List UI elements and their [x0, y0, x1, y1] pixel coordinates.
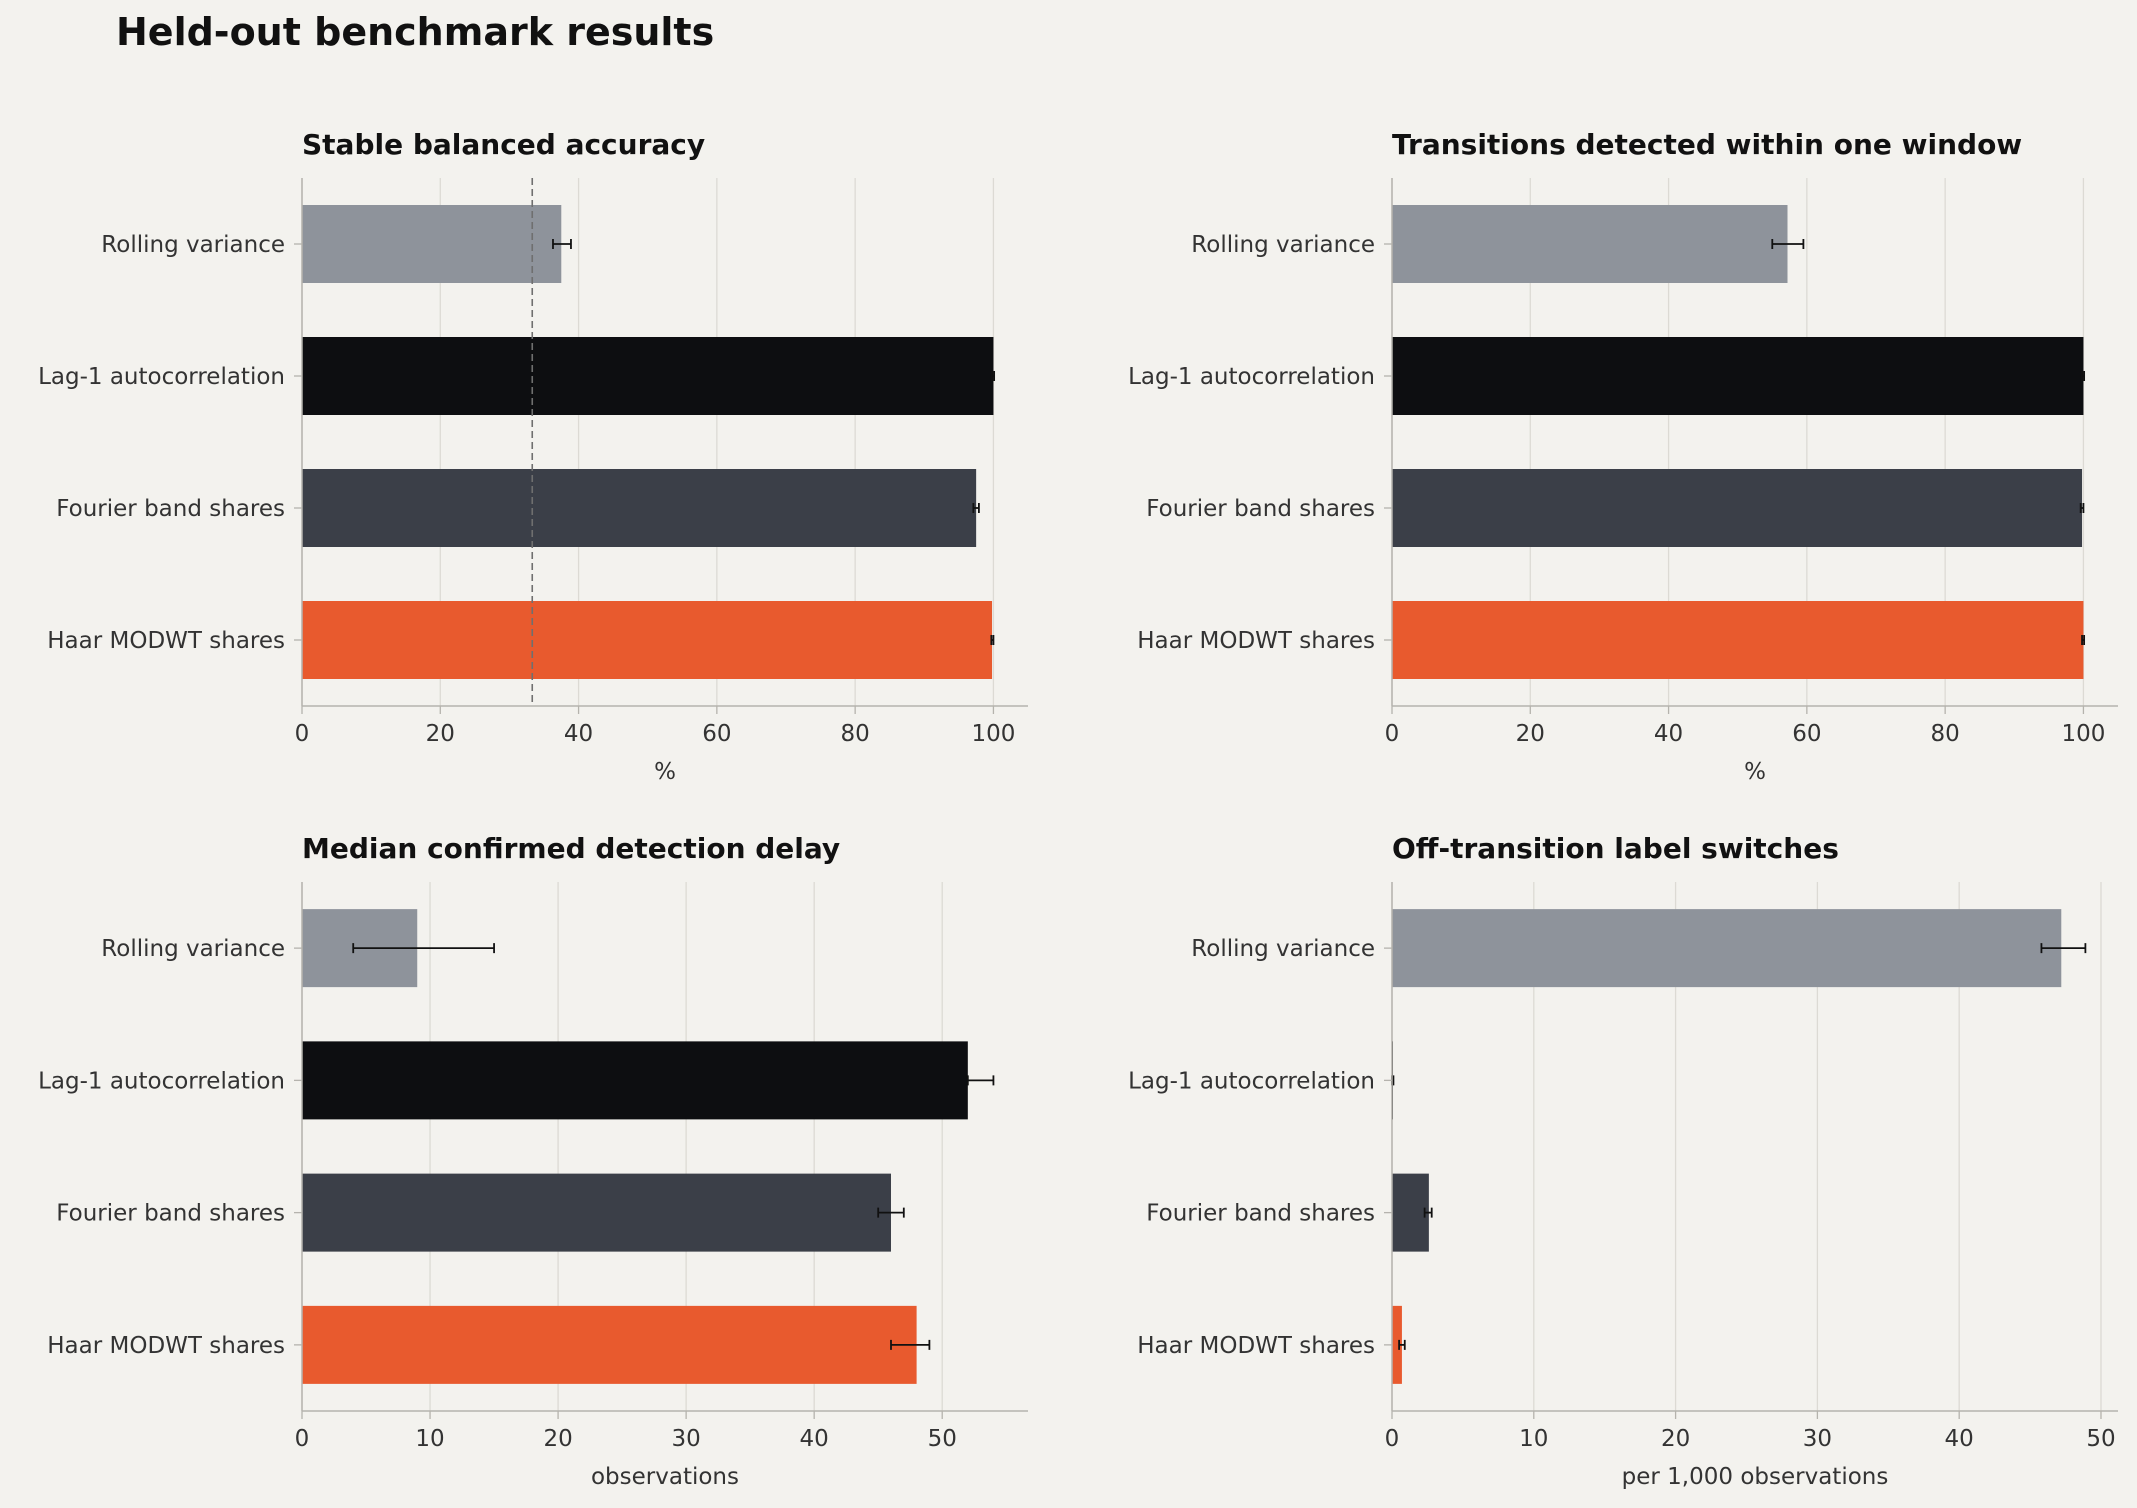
x-tick-label: 40	[1654, 721, 1683, 747]
panel-title: Stable balanced accuracy	[302, 128, 705, 161]
category-label: Rolling variance	[101, 936, 285, 962]
x-tick-label: 60	[702, 721, 731, 747]
bar	[302, 1041, 968, 1120]
category-label: Rolling variance	[1191, 232, 1375, 258]
x-axis-label: %	[654, 759, 676, 785]
panel-title: Off-transition label switches	[1392, 832, 1839, 865]
x-tick-label: 80	[1931, 721, 1960, 747]
bar	[1392, 469, 2083, 547]
bar	[1392, 1305, 1402, 1384]
x-tick-label: 10	[1519, 1426, 1548, 1452]
x-tick-label: 0	[1385, 1426, 1400, 1452]
x-tick-label: 100	[2061, 721, 2105, 747]
category-label: Haar MODWT shares	[47, 1333, 285, 1359]
category-label: Fourier band shares	[1146, 1201, 1375, 1227]
x-tick-label: 20	[426, 721, 455, 747]
category-label: Fourier band shares	[56, 496, 285, 522]
category-label: Lag-1 autocorrelation	[38, 364, 285, 390]
bar	[1392, 337, 2084, 415]
x-tick-label: 80	[841, 721, 870, 747]
x-tick-label: 50	[2086, 1426, 2115, 1452]
bar	[1392, 909, 2062, 988]
category-label: Fourier band shares	[56, 1201, 285, 1227]
x-tick-label: 40	[564, 721, 593, 747]
x-tick-label: 0	[1385, 721, 1400, 747]
x-tick-label: 30	[671, 1426, 700, 1452]
figure-title: Held-out benchmark results	[116, 10, 715, 54]
panel-title: Median confirmed detection delay	[302, 832, 840, 865]
bar	[1392, 1173, 1429, 1252]
x-axis-label: %	[1744, 759, 1766, 785]
x-tick-label: 10	[415, 1426, 444, 1452]
bar	[1392, 205, 1788, 283]
category-label: Rolling variance	[1191, 936, 1375, 962]
category-label: Haar MODWT shares	[1137, 1333, 1375, 1359]
category-label: Haar MODWT shares	[1137, 628, 1375, 654]
x-tick-label: 40	[800, 1426, 829, 1452]
x-axis-label: per 1,000 observations	[1622, 1464, 1889, 1490]
x-tick-label: 0	[295, 721, 310, 747]
category-label: Lag-1 autocorrelation	[1128, 364, 1375, 390]
bar	[302, 601, 993, 679]
bar	[302, 205, 562, 283]
x-tick-label: 100	[971, 721, 1015, 747]
bar	[1392, 601, 2084, 679]
category-label: Haar MODWT shares	[47, 628, 285, 654]
x-axis-label: observations	[591, 1464, 739, 1490]
category-label: Lag-1 autocorrelation	[38, 1068, 285, 1094]
bar	[302, 469, 977, 547]
x-tick-label: 50	[928, 1426, 957, 1452]
category-label: Rolling variance	[101, 232, 285, 258]
x-tick-label: 30	[1803, 1426, 1832, 1452]
panel-title: Transitions detected within one window	[1392, 128, 2022, 161]
category-label: Fourier band shares	[1146, 496, 1375, 522]
x-tick-label: 0	[295, 1426, 310, 1452]
x-tick-label: 20	[1516, 721, 1545, 747]
bar	[302, 337, 994, 415]
category-label: Lag-1 autocorrelation	[1128, 1068, 1375, 1094]
bar	[302, 1305, 917, 1384]
x-tick-label: 20	[1661, 1426, 1690, 1452]
bar	[302, 1173, 891, 1252]
x-tick-label: 20	[543, 1426, 572, 1452]
x-tick-label: 60	[1792, 721, 1821, 747]
x-tick-label: 40	[1945, 1426, 1974, 1452]
